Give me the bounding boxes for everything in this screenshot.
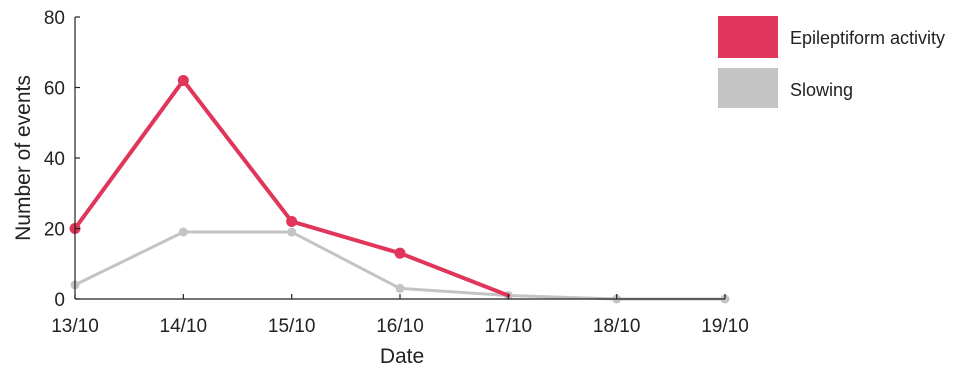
x-tick-label: 13/10 [51, 316, 99, 337]
x-tick-label: 19/10 [701, 316, 749, 337]
x-tick-label: 14/10 [160, 316, 208, 337]
y-axis-title: Number of events [12, 75, 35, 241]
series-line-epileptiform [73, 78, 511, 298]
x-tick-label: 15/10 [268, 316, 316, 337]
y-tick-label: 0 [54, 290, 65, 311]
y-tick-label: 40 [44, 149, 65, 170]
legend: Epileptiform activity Slowing [718, 16, 945, 108]
x-axis-title: Date [380, 345, 424, 368]
legend-label-epileptiform: Epileptiform activity [790, 28, 945, 48]
series-layer [69, 74, 730, 304]
x-ticks: 13/10 14/10 15/10 16/10 17/10 18/10 19/10 [51, 294, 749, 337]
y-tick-label: 80 [44, 8, 65, 29]
x-tick-label: 18/10 [593, 316, 641, 337]
data-point-slowing [178, 227, 188, 237]
legend-swatch-slowing [718, 68, 778, 108]
legend-swatch-epileptiform [718, 16, 778, 58]
legend-label-slowing: Slowing [790, 80, 853, 100]
x-tick-label: 17/10 [485, 316, 533, 337]
data-point-slowing [395, 283, 405, 293]
y-tick-label: 60 [44, 79, 65, 100]
data-point-epileptiform [286, 215, 298, 227]
data-point-slowing [287, 227, 297, 237]
data-point-epileptiform [394, 247, 406, 259]
y-tick-label: 20 [44, 220, 65, 241]
y-ticks: 0 20 40 60 80 [44, 8, 80, 311]
data-point-epileptiform [177, 74, 189, 86]
x-tick-label: 16/10 [376, 316, 424, 337]
